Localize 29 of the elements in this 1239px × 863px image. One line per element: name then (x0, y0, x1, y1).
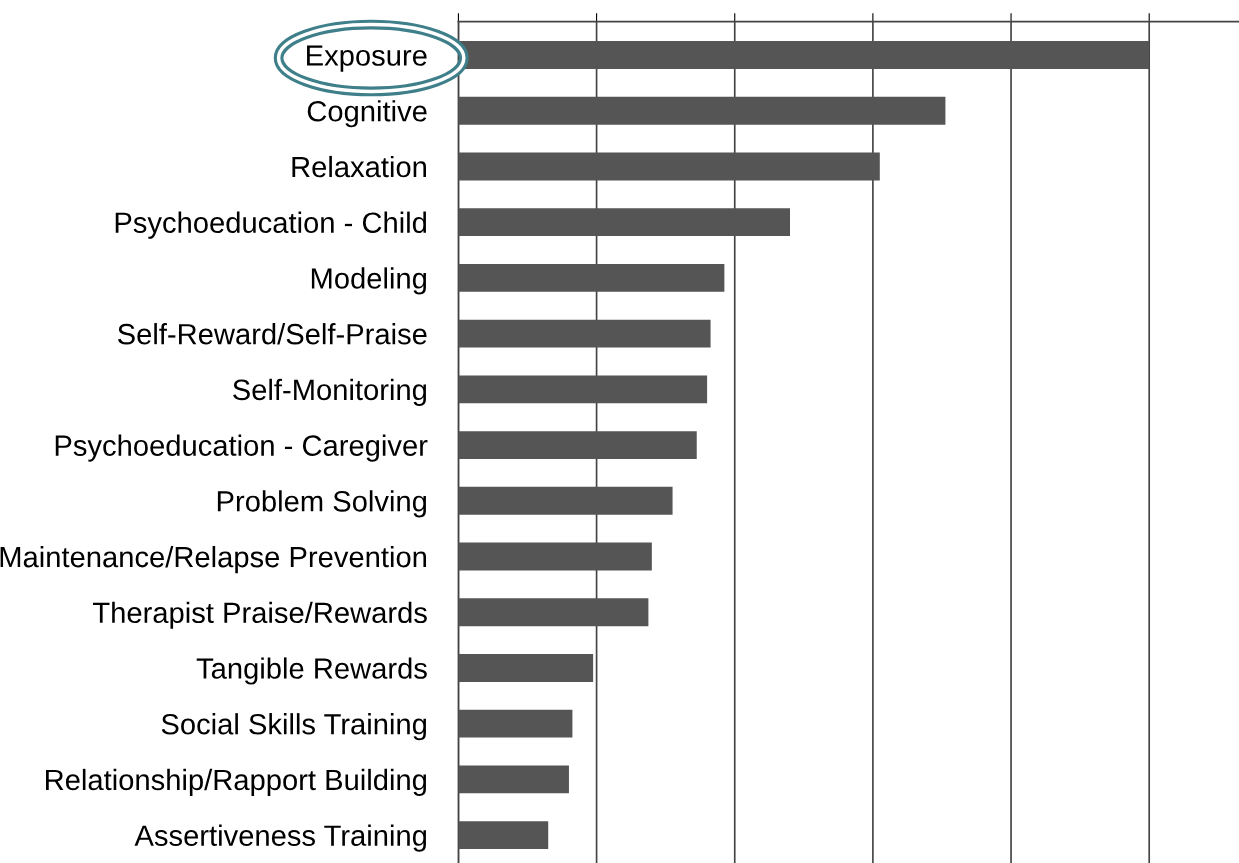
bar (458, 709, 573, 738)
bar (458, 598, 649, 627)
y-tick-label: Self-Reward/Self-Praise (117, 323, 427, 345)
y-tick-label: Psychoeducation - Child (115, 211, 427, 239)
bar (458, 96, 946, 125)
y-tick-label: Social Skills Training (161, 713, 426, 741)
bar (458, 821, 549, 850)
bar (458, 765, 569, 794)
bar (458, 375, 708, 404)
bar (458, 208, 790, 237)
y-tick-label: Relaxation (292, 155, 426, 178)
bar (458, 486, 673, 515)
y-tick-label: Self-Monitoring (233, 378, 427, 406)
y-tick-label: Maintenance/Relapse Prevention (0, 545, 427, 574)
y-tick-label: Problem Solving (217, 490, 426, 518)
y-tick-label: Therapist Praise/Rewards (93, 601, 427, 629)
y-tick-label: Assertiveness Training (134, 824, 427, 852)
bar (458, 319, 711, 348)
bar (458, 654, 594, 682)
y-tick-label: Modeling (311, 267, 426, 295)
bar (458, 263, 725, 292)
y-tick-label: Exposure (307, 45, 427, 72)
y-tick-label: Cognitive (307, 100, 427, 128)
y-tick-label: Relationship/Rapport Building (46, 768, 427, 797)
bar (458, 152, 880, 181)
y-tick-label: Tangible Rewards (196, 657, 427, 685)
bar (458, 542, 652, 571)
y-tick-label: Psychoeducation - Caregiver (55, 434, 428, 462)
bar (458, 431, 697, 459)
